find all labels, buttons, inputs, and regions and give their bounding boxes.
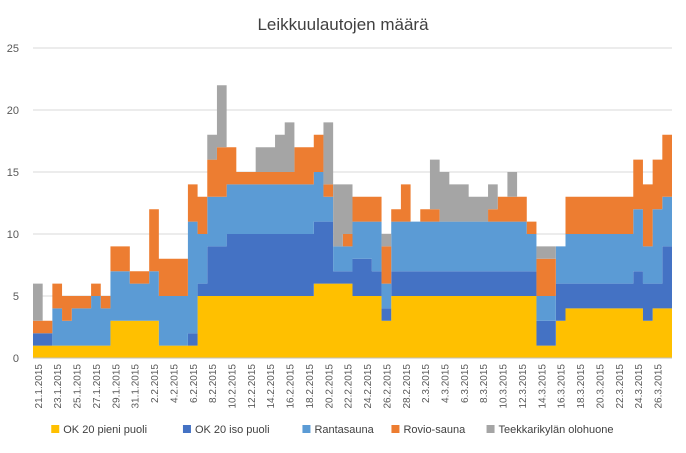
legend-item-1: OK 20 iso puoli (182, 424, 270, 436)
x-tick-label: 25.1.2015 (73, 364, 84, 409)
x-tick-label: 8.3.2015 (479, 364, 490, 403)
x-tick-label: 24.2.2015 (363, 364, 374, 409)
x-tick-label: 20.2.2015 (324, 364, 335, 409)
x-tick-label: 18.2.2015 (305, 364, 316, 409)
plot-area (33, 85, 672, 358)
x-tick-label: 22.2.2015 (344, 364, 355, 409)
x-tick-label: 6.2.2015 (189, 364, 200, 403)
x-tick-label: 22.3.2015 (615, 364, 626, 409)
series-area-4 (33, 85, 672, 321)
x-tick-label: 23.1.2015 (53, 364, 64, 409)
x-tick-label: 2.3.2015 (421, 364, 432, 403)
x-tick-label: 10.2.2015 (227, 364, 238, 409)
x-tick-label: 16.3.2015 (557, 364, 568, 409)
y-tick-label: 10 (7, 229, 19, 241)
legend-item-0: OK 20 pieni puoli (51, 424, 147, 436)
legend-label: Teekkarikylän olohuone (499, 424, 614, 436)
legend-item-2: Rantasauna (302, 424, 375, 436)
legend-swatch (486, 425, 495, 433)
x-tick-label: 14.2.2015 (266, 364, 277, 409)
x-tick-label: 16.2.2015 (286, 364, 297, 409)
x-tick-label: 2.2.2015 (150, 364, 161, 403)
legend-label: OK 20 pieni puoli (63, 424, 147, 436)
x-tick-label: 20.3.2015 (595, 364, 606, 409)
legend-swatch (391, 425, 400, 433)
x-tick-label: 4.2.2015 (169, 364, 180, 403)
x-tick-label: 27.1.2015 (92, 364, 103, 409)
chart-title: Leikkuulautojen määrä (257, 15, 429, 34)
series-area-2 (33, 172, 672, 346)
legend-item-4: Teekkarikylän olohuone (486, 424, 614, 436)
legend-label: Rantasauna (314, 424, 374, 436)
legend: OK 20 pieni puoli OK 20 iso puoli Rantasau… (51, 424, 614, 436)
x-tick-label: 8.2.2015 (208, 364, 219, 403)
axes: 0 5 10 15 20 25 21.1.2015 23.1.2015 25.1.2015 27.… (7, 43, 672, 409)
series-area-1 (33, 221, 672, 346)
legend-label: OK 20 iso puoli (195, 424, 270, 436)
x-tick-label: 24.3.2015 (634, 364, 645, 409)
x-tick-label: 10.3.2015 (499, 364, 510, 409)
y-tick-label: 0 (13, 353, 19, 365)
legend-swatch (182, 425, 191, 433)
x-tick-label: 31.1.2015 (131, 364, 142, 409)
series-area-0 (33, 283, 672, 358)
x-tick-label: 21.1.2015 (34, 364, 45, 409)
y-tick-label: 5 (13, 291, 19, 303)
x-tick-label: 12.3.2015 (518, 364, 529, 409)
legend-item-3: Rovio-sauna (391, 424, 466, 436)
y-tick-label: 20 (7, 105, 19, 117)
x-tick-label: 6.3.2015 (460, 364, 471, 403)
x-tick-label: 29.1.2015 (111, 364, 122, 409)
x-tick-label: 14.3.2015 (537, 364, 548, 409)
x-tick-label: 12.2.2015 (247, 364, 258, 409)
x-tick-label: 18.3.2015 (576, 364, 587, 409)
legend-swatch (302, 425, 311, 433)
x-tick-label: 28.2.2015 (402, 364, 413, 409)
y-tick-label: 25 (7, 43, 19, 55)
x-tick-label: 26.3.2015 (653, 364, 664, 409)
x-tick-label: 26.2.2015 (382, 364, 393, 409)
legend-label: Rovio-sauna (403, 424, 466, 436)
y-tick-label: 15 (7, 167, 19, 179)
x-tick-label: 4.3.2015 (440, 364, 451, 403)
legend-swatch (51, 425, 60, 433)
